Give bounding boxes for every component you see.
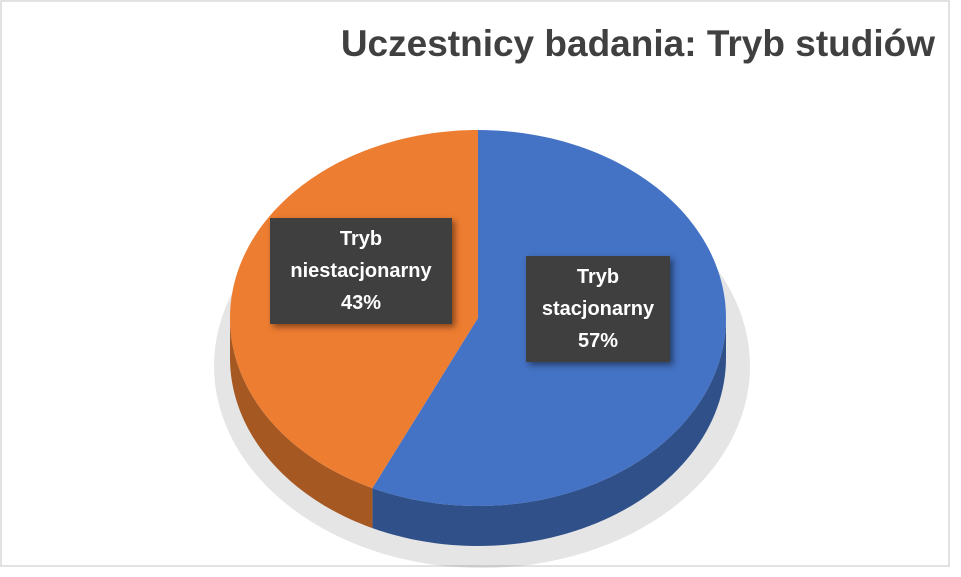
slice-side xyxy=(372,318,726,546)
label-category: Tryb stacjonarny xyxy=(541,266,655,320)
data-label: Tryb stacjonarny 57% xyxy=(526,256,670,362)
slice-side xyxy=(230,318,373,529)
data-label: Tryb niestacjonarny 43% xyxy=(270,218,452,324)
label-value: 57% xyxy=(577,330,619,352)
chart-title: Uczestnicy badania: Tryb studiów xyxy=(341,23,935,64)
label-value: 43% xyxy=(340,292,382,314)
label-category: Tryb niestacjonarny xyxy=(290,228,432,282)
